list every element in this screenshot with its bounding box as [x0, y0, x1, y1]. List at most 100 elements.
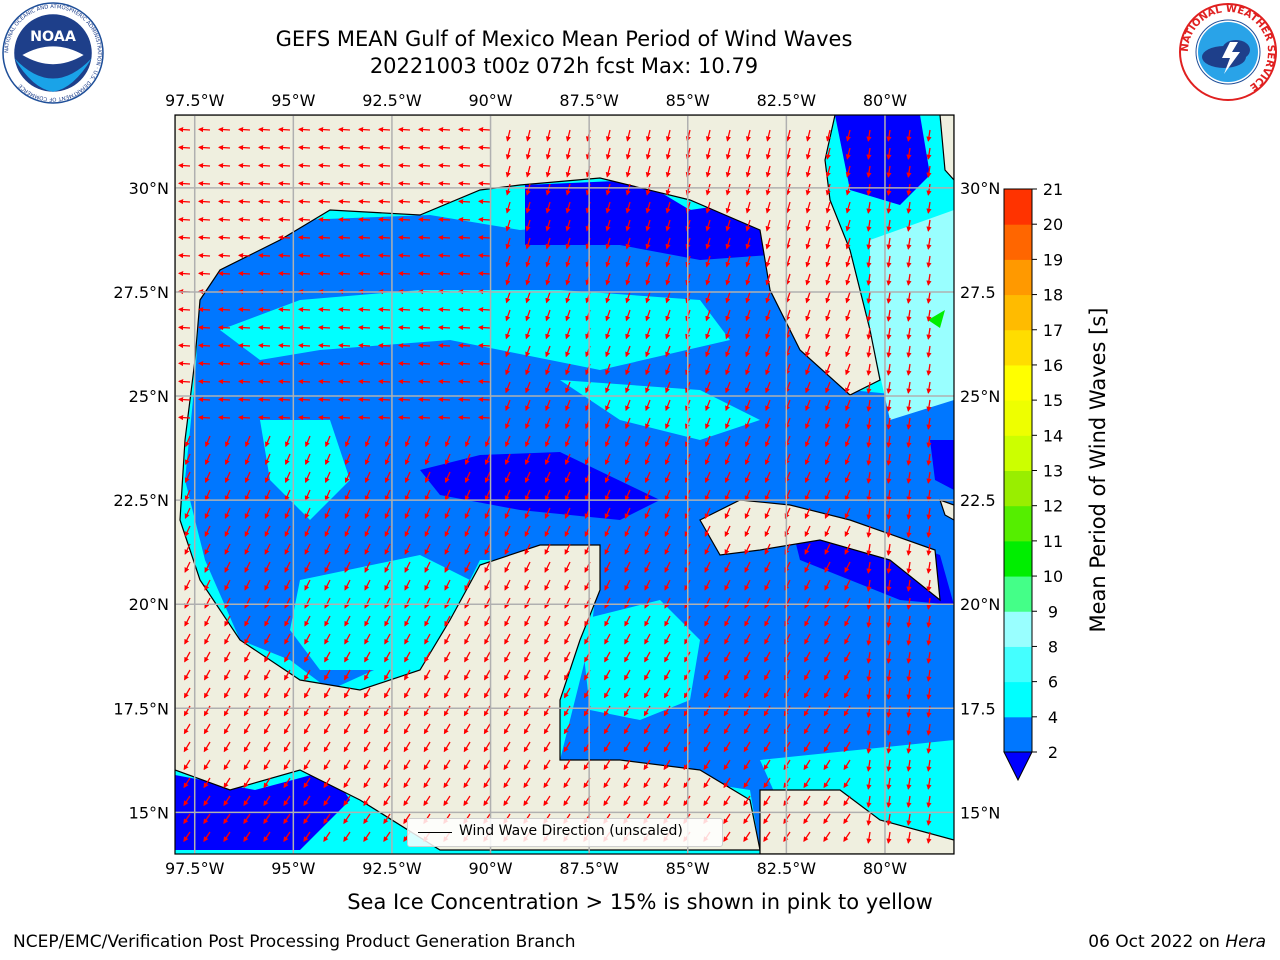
wave-direction-arrow	[437, 126, 451, 133]
wave-direction-arrow	[545, 183, 551, 196]
wave-direction-arrow	[704, 453, 711, 466]
lon-tick-label-top: 97.5°W	[165, 91, 225, 110]
wave-direction-arrow	[524, 543, 531, 555]
lon-tick-label-bottom: 95°W	[271, 859, 315, 878]
wave-direction-arrow	[237, 180, 251, 187]
wave-direction-arrow	[217, 396, 231, 403]
wave-direction-arrow	[906, 237, 912, 250]
wave-direction-arrow	[644, 435, 651, 448]
wave-direction-arrow	[744, 543, 751, 555]
wave-direction-arrow	[605, 183, 611, 196]
wave-direction-arrow	[525, 309, 531, 322]
lon-tick-label-top: 90°W	[468, 91, 512, 110]
wave-direction-arrow	[744, 651, 751, 663]
wave-direction-arrow	[866, 291, 872, 304]
wave-direction-arrow	[284, 489, 291, 501]
wave-direction-arrow	[224, 525, 231, 537]
wave-direction-arrow	[484, 651, 491, 663]
wave-direction-arrow	[926, 525, 932, 538]
colorbar-tick-label: 18	[1043, 286, 1063, 305]
wave-direction-arrow	[886, 237, 892, 250]
wave-direction-arrow	[264, 579, 271, 591]
wave-band-4-6s-central	[560, 380, 760, 440]
wave-direction-arrow	[344, 453, 351, 466]
colorbar-segment	[1004, 224, 1032, 260]
wave-band-under-2s-pacific	[175, 770, 350, 850]
wave-direction-arrow	[504, 435, 511, 448]
wave-direction-arrow	[264, 651, 271, 663]
wave-direction-arrow	[297, 342, 311, 349]
wave-direction-arrow	[926, 615, 932, 628]
wave-direction-arrow	[886, 183, 892, 196]
wave-direction-arrow	[886, 471, 892, 484]
wave-direction-arrow	[906, 165, 912, 178]
wave-direction-arrow	[184, 651, 191, 663]
wave-direction-arrow	[457, 126, 471, 133]
wave-direction-arrow	[765, 417, 771, 430]
wave-direction-arrow	[444, 597, 451, 609]
wave-direction-arrow	[725, 417, 731, 430]
wave-direction-arrow	[184, 471, 191, 484]
wave-direction-arrow	[544, 453, 551, 466]
wave-direction-arrow	[645, 219, 651, 232]
wave-direction-arrow	[644, 597, 651, 609]
wave-direction-arrow	[437, 396, 451, 403]
wave-direction-arrow	[866, 543, 872, 556]
wave-direction-arrow	[484, 471, 491, 484]
wave-direction-arrow	[277, 306, 291, 313]
wave-direction-arrow	[704, 561, 711, 573]
wave-direction-arrow	[804, 435, 811, 448]
wave-direction-arrow	[337, 396, 351, 403]
wave-direction-arrow	[244, 615, 251, 627]
wave-direction-arrow	[624, 651, 631, 663]
wave-direction-arrow	[625, 237, 631, 250]
wave-direction-arrow	[704, 489, 711, 501]
wave-direction-arrow	[645, 129, 651, 142]
wave-direction-arrow	[604, 561, 611, 573]
wave-direction-arrow	[744, 471, 751, 484]
wave-direction-arrow	[277, 324, 291, 331]
wave-direction-arrow	[866, 633, 872, 646]
colorbar-segment	[1004, 400, 1032, 436]
wave-direction-arrow	[564, 453, 571, 466]
wave-direction-arrow	[197, 216, 211, 223]
wave-direction-arrow	[437, 216, 451, 223]
wave-direction-arrow	[624, 561, 631, 573]
wave-direction-arrow	[477, 198, 491, 205]
wave-direction-arrow	[505, 147, 511, 160]
wave-direction-arrow	[665, 165, 671, 178]
wave-direction-arrow	[404, 633, 411, 645]
wave-direction-arrow	[825, 201, 831, 214]
wave-direction-arrow	[337, 324, 351, 331]
wave-direction-arrow	[277, 144, 291, 151]
wave-direction-arrow	[344, 471, 351, 484]
wave-direction-arrow	[724, 435, 731, 448]
wave-direction-arrow	[357, 378, 371, 385]
wave-direction-arrow	[926, 543, 932, 556]
wave-direction-arrow	[906, 417, 912, 430]
wave-direction-arrow	[224, 435, 231, 448]
wave-direction-arrow	[624, 597, 631, 609]
wave-direction-arrow	[704, 651, 711, 663]
wave-direction-arrow	[764, 543, 771, 555]
wave-direction-arrow	[457, 252, 471, 259]
wave-direction-arrow	[705, 183, 711, 196]
wave-direction-arrow	[544, 507, 551, 519]
wave-direction-arrow	[845, 237, 851, 250]
wave-direction-arrow	[444, 489, 451, 501]
wave-direction-arrow	[725, 273, 731, 286]
wave-direction-arrow	[525, 345, 531, 358]
wave-direction-arrow	[357, 360, 371, 367]
wave-direction-arrow	[357, 126, 371, 133]
wave-direction-arrow	[244, 489, 251, 501]
wave-direction-arrow	[805, 273, 811, 286]
wave-direction-arrow	[424, 453, 431, 466]
wave-direction-arrow	[906, 579, 912, 592]
wave-direction-arrow	[625, 219, 631, 232]
wave-direction-arrow	[457, 324, 471, 331]
wave-direction-arrow	[665, 147, 671, 160]
wave-direction-arrow	[237, 144, 251, 151]
colorbar-tick-label: 10	[1043, 567, 1063, 586]
wave-direction-arrow	[926, 471, 932, 484]
wave-direction-arrow	[704, 597, 711, 609]
